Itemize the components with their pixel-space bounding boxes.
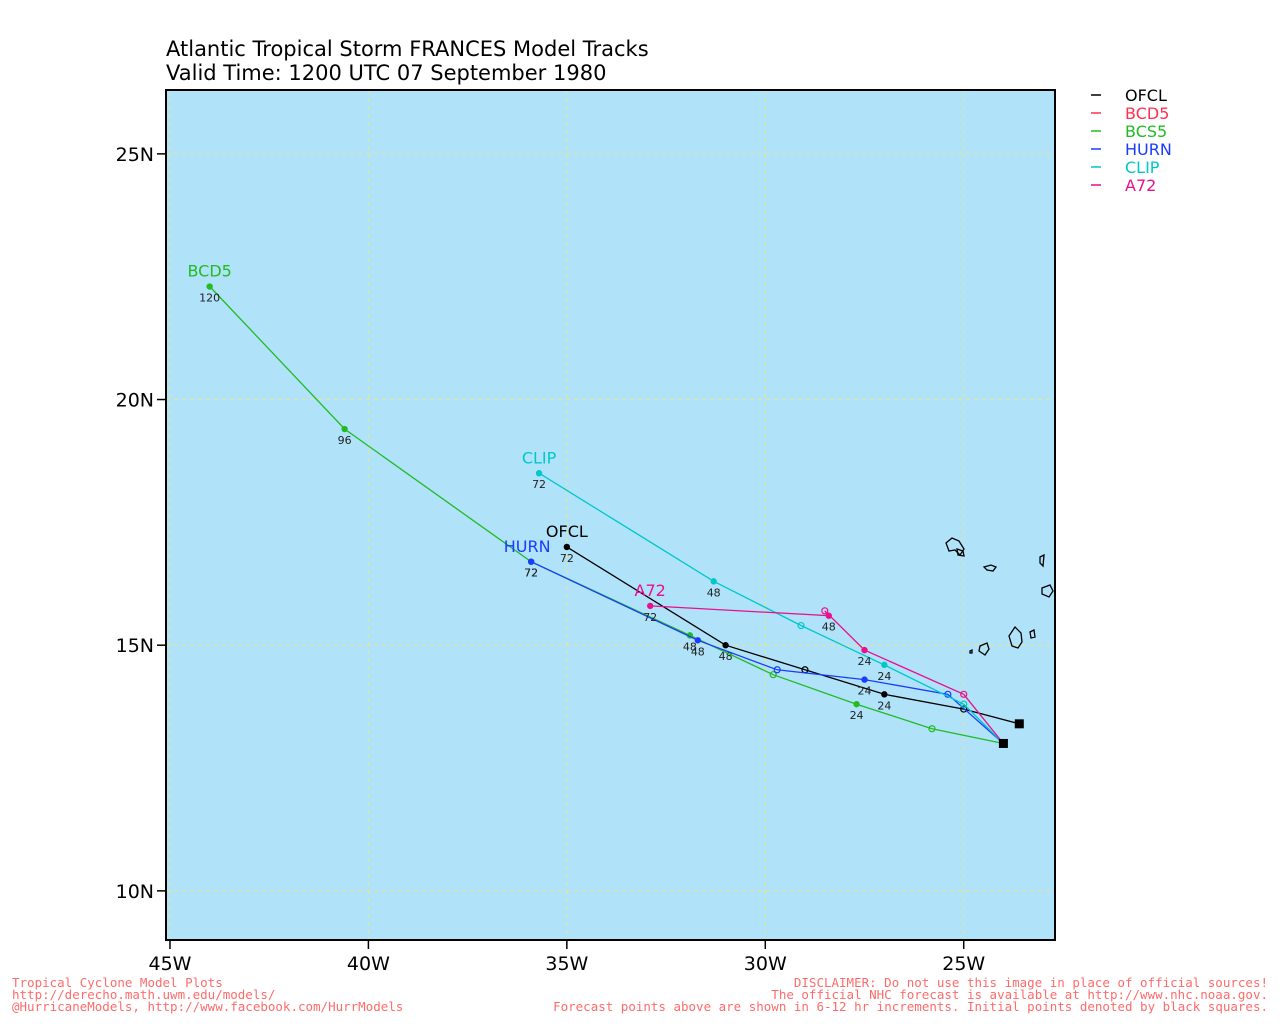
track-bcs5: 24 48 72 96 120 BCD5 bbox=[187, 262, 1004, 745]
island-brava bbox=[969, 648, 973, 654]
legend-label-a72: A72 bbox=[1125, 176, 1156, 195]
forecast-hour-label: 120 bbox=[199, 292, 220, 305]
track-point-clip bbox=[881, 661, 888, 669]
track-end-label-a72: A72 bbox=[635, 581, 666, 600]
track-line-clip bbox=[538, 472, 1004, 744]
track-point-clip bbox=[535, 470, 543, 477]
legend-label-clip: CLIP bbox=[1125, 158, 1160, 177]
chart-title: Atlantic Tropical Storm FRANCES Model Tr… bbox=[166, 37, 649, 61]
forecast-hour-label: 48 bbox=[707, 586, 721, 599]
forecast-hour-label: 48 bbox=[683, 640, 697, 653]
footer-left-line1: Tropical Cyclone Model Plots bbox=[12, 975, 223, 990]
y-tick-label-20n: 20N bbox=[116, 390, 154, 412]
forecast-hour-label: 72 bbox=[524, 567, 538, 580]
forecast-hour-label: 24 bbox=[877, 670, 891, 683]
x-tick-label-35w: 35W bbox=[545, 953, 588, 975]
island-sao-nicolau bbox=[982, 564, 998, 572]
footer-right-line1: DISCLAIMER: Do not use this image in pla… bbox=[793, 975, 1268, 990]
initial-point-square bbox=[1014, 719, 1024, 729]
track-line-hurn bbox=[530, 561, 1004, 744]
track-line-ofcl bbox=[566, 546, 1020, 725]
track-point-a72 bbox=[825, 612, 832, 619]
chart-subtitle: Valid Time: 1200 UTC 07 September 1980 bbox=[166, 61, 606, 85]
track-point-a72 bbox=[821, 607, 829, 615]
track-point-a72 bbox=[861, 646, 868, 654]
track-hurn: 24 48 72 HURN bbox=[504, 537, 1004, 744]
initial-point-square bbox=[998, 738, 1008, 748]
track-end-label-bcs5: BCD5 bbox=[187, 262, 231, 281]
ocean-background bbox=[166, 90, 1055, 940]
footer-right-line3: Forecast points above are shown in 6-12 … bbox=[553, 999, 1268, 1014]
island-santiago bbox=[1008, 625, 1023, 649]
track-point-hurn bbox=[773, 666, 781, 674]
forecast-hour-label: 24 bbox=[850, 709, 864, 722]
initial-points bbox=[998, 719, 1024, 748]
cape-verde-islands bbox=[945, 537, 1054, 656]
x-tick-label-25w: 25W bbox=[942, 953, 985, 975]
forecast-hour-label: 72 bbox=[560, 552, 574, 565]
forecast-hour-label: 24 bbox=[877, 699, 891, 712]
track-point-clip bbox=[710, 578, 717, 585]
track-point-clip bbox=[960, 700, 968, 708]
forecast-hour-label: 72 bbox=[532, 478, 546, 491]
forecast-hour-label: 96 bbox=[338, 434, 352, 447]
x-tick-label-30w: 30W bbox=[744, 953, 787, 975]
forecast-hour-label: 72 bbox=[643, 611, 657, 624]
axes: 45W 40W 35W 30W 25W 10N 15N 20N 25N bbox=[116, 144, 986, 975]
footer-left-line3[interactable]: @HurricaneModels, http://www.facebook.co… bbox=[12, 999, 404, 1014]
track-clip: 24 48 72 CLIP bbox=[522, 448, 1004, 744]
legend-label-hurn: HURN bbox=[1125, 140, 1172, 159]
y-tick-label-15n: 15N bbox=[116, 635, 154, 657]
forecast-hour-label: 72 bbox=[524, 567, 538, 580]
island-boa-vista bbox=[1041, 584, 1054, 598]
track-line-bcs5 bbox=[209, 286, 1004, 745]
track-point-ofcl bbox=[563, 543, 571, 551]
forecast-hour-label: 24 bbox=[858, 685, 872, 698]
track-point-bcs5 bbox=[341, 425, 348, 433]
forecast-hour-label: 48 bbox=[691, 645, 705, 658]
legend-label-bcd5: BCD5 bbox=[1125, 104, 1169, 123]
track-point-bcs5 bbox=[206, 283, 213, 290]
island-santo-antao bbox=[945, 537, 965, 557]
island-sao-vicente bbox=[956, 548, 965, 557]
y-tick-label-10n: 10N bbox=[116, 881, 154, 903]
footer-disclaimer: DISCLAIMER: Do not use this image in pla… bbox=[553, 975, 1268, 1014]
track-point-hurn bbox=[861, 676, 868, 683]
track-end-label-hurn: HURN bbox=[504, 537, 551, 556]
y-tick-label-25n: 25N bbox=[116, 144, 154, 166]
track-point-clip bbox=[797, 621, 805, 630]
x-tick-label-45w: 45W bbox=[148, 953, 191, 975]
track-point-hurn bbox=[527, 558, 535, 565]
track-point-ofcl bbox=[722, 642, 729, 649]
track-point-a72 bbox=[960, 690, 968, 698]
island-fogo bbox=[978, 642, 990, 656]
legend-label-ofcl: OFCL bbox=[1125, 86, 1167, 105]
footer-right-line2[interactable]: The official NHC forecast is available a… bbox=[771, 987, 1268, 1002]
track-point-bcs5 bbox=[769, 671, 777, 679]
track-point-hurn bbox=[694, 637, 702, 644]
island-sal bbox=[1039, 553, 1045, 568]
x-tick-label-40w: 40W bbox=[347, 953, 390, 975]
track-point-bcs5 bbox=[928, 725, 936, 733]
island-maio bbox=[1029, 629, 1036, 639]
track-point-ofcl bbox=[881, 691, 888, 698]
forecast-hour-label: 24 bbox=[858, 655, 872, 668]
track-point-bcs5 bbox=[853, 700, 860, 708]
track-point-a72 bbox=[646, 602, 654, 610]
track-end-label-clip: CLIP bbox=[522, 448, 557, 467]
model-tracks: 24 48 72 OFCL 24 48 72 96 120 BCD5 24 48 72 HURN 24 48 7… bbox=[187, 262, 1020, 745]
footer-credits: Tropical Cyclone Model Plots http://derec… bbox=[12, 975, 404, 1014]
track-line-a72 bbox=[650, 605, 1004, 744]
track-a72: 24 48 72 A72 bbox=[635, 581, 1004, 744]
grid-lines bbox=[166, 90, 1055, 940]
map-frame bbox=[165, 89, 1056, 941]
track-point-ofcl bbox=[960, 705, 968, 713]
track-end-label-ofcl: OFCL bbox=[546, 522, 588, 541]
footer-left-line2[interactable]: http://derecho.math.uwm.edu/models/ bbox=[12, 987, 276, 1002]
forecast-hour-label: 48 bbox=[822, 621, 836, 634]
legend-label-bcs5: BCS5 bbox=[1125, 122, 1167, 141]
